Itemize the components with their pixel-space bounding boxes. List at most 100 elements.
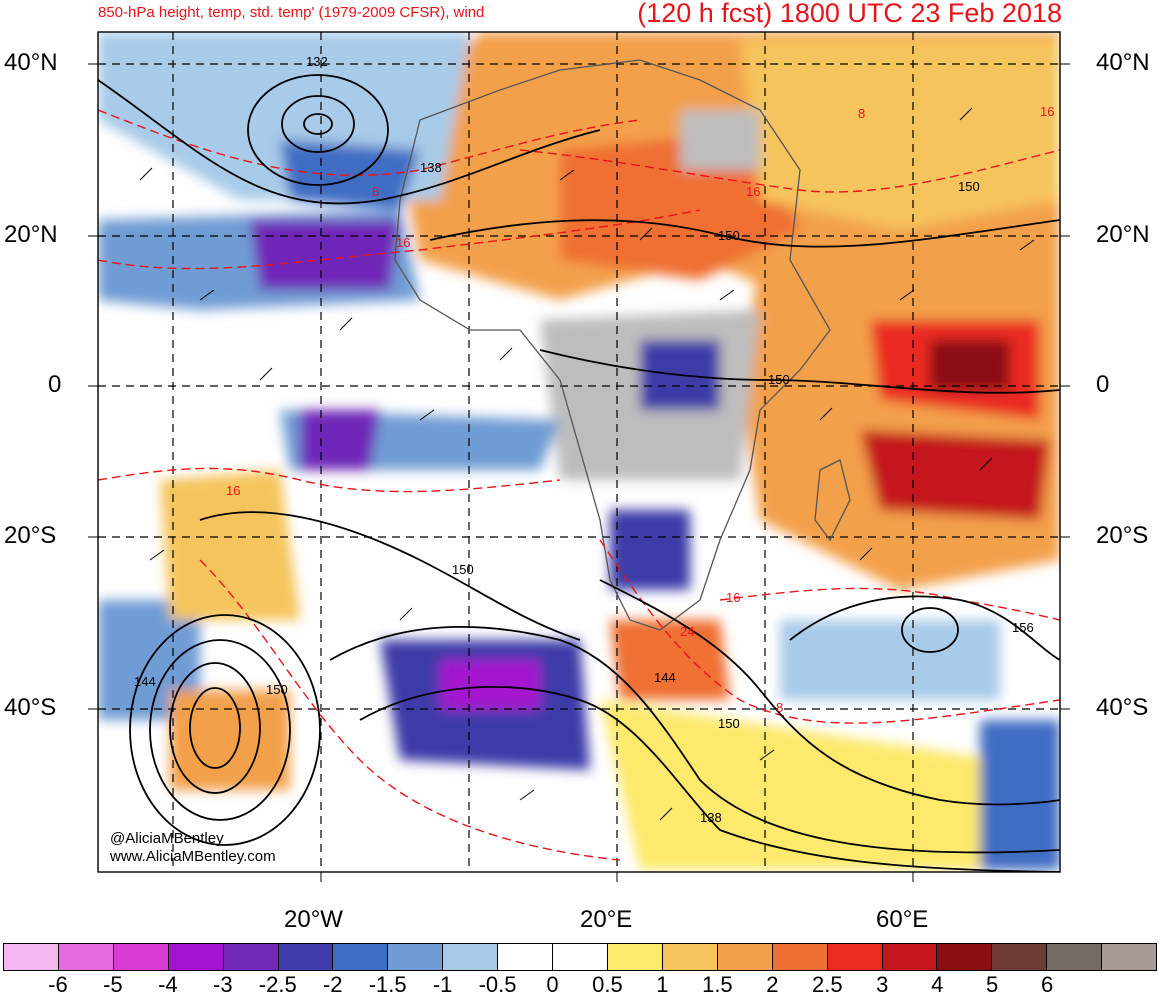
- height-label: 132: [306, 54, 328, 69]
- colorbar: [3, 943, 1157, 971]
- colorbar-swatch: [772, 944, 828, 970]
- colorbar-tick-label: -3: [213, 972, 233, 997]
- colorbar-tick-label: 2.5: [811, 972, 843, 997]
- lat-label-right: 20°N: [1096, 221, 1150, 248]
- colorbar-tick-label: -6: [48, 972, 68, 997]
- colorbar-tick-label: -2: [322, 972, 343, 997]
- lat-label-right: 40°N: [1096, 49, 1150, 76]
- credit-handle: @AliciaMBentley: [110, 830, 224, 847]
- map-border: [97, 31, 1061, 873]
- colorbar-swatch: [992, 944, 1048, 970]
- colorbar-swatch: [607, 944, 663, 970]
- height-contours: [98, 74, 1060, 872]
- temp-label: 16: [726, 590, 740, 605]
- temp-label: 8: [372, 184, 379, 199]
- height-label: 150: [718, 716, 740, 731]
- colorbar-swatch: [388, 944, 444, 970]
- colorbar-tick-label: -5: [103, 972, 123, 997]
- colorbar-swatch: [4, 944, 59, 970]
- anomaly-gray-egypt: [680, 110, 760, 170]
- colorbar-swatch: [223, 944, 279, 970]
- anomaly-warm-south-atlantic: [160, 470, 300, 620]
- colorbar-swatch: [58, 944, 114, 970]
- height-label: 156: [1012, 620, 1034, 635]
- colorbar-tick-label: 5: [986, 972, 999, 997]
- colorbar-tick-label: -1: [432, 972, 453, 997]
- colorbar-tick-label: 4: [931, 972, 944, 997]
- colorbar-swatch: [662, 944, 718, 970]
- height-label: 150: [958, 179, 980, 194]
- africa-coastline: [394, 59, 831, 631]
- height-label: 150: [452, 562, 474, 577]
- forecast-title: (120 h fcst) 1800 UTC 23 Feb 2018: [637, 0, 1062, 28]
- colorbar-swatch: [278, 944, 334, 970]
- colorbar-tick-label: -1.5: [368, 972, 407, 997]
- anomaly-hot-south-indian: [860, 430, 1050, 520]
- lon-label: 20°W: [284, 906, 343, 933]
- anomaly-cold-south-atlantic: [300, 410, 380, 470]
- madagascar-coastline: [814, 459, 851, 542]
- wind-barbs: [139, 107, 1035, 821]
- contour-labels: 132 138 150 150 150 150 144 150 144 150 …: [134, 54, 1054, 825]
- temp-label: 16: [1040, 104, 1054, 119]
- colorbar-swatch: [937, 944, 993, 970]
- lat-label-right: 20°S: [1096, 522, 1149, 549]
- anomaly-cold-southern-africa: [610, 510, 690, 590]
- anomaly-coldest-core: [440, 660, 540, 710]
- anomaly-cold-se: [980, 720, 1060, 870]
- colorbar-tick-label: -0.5: [478, 972, 517, 997]
- temp-label: 16: [396, 235, 410, 250]
- std-temp-contours: [98, 109, 1060, 861]
- anomaly-warm-mideast: [740, 40, 1060, 230]
- colorbar-tick-label: 2: [766, 972, 779, 997]
- colorbar-swatch: [717, 944, 773, 970]
- anomaly-warm-jet: [600, 700, 1000, 870]
- map-frame-content: 132 138 150 150 150 150 144 150 144 150 …: [98, 32, 1060, 872]
- height-label: 138: [700, 810, 722, 825]
- anomaly-cool-south-indian: [780, 620, 1000, 700]
- colorbar-swatch: [113, 944, 169, 970]
- colorbar-tick-label: -2.5: [258, 972, 297, 997]
- anomaly-cold-north-atlantic: [280, 140, 420, 210]
- height-label: 150: [768, 372, 790, 387]
- temp-label: 8: [776, 700, 783, 715]
- colorbar-tick-label: -4: [158, 972, 178, 997]
- colorbar-swatch: [168, 944, 224, 970]
- height-label: 144: [134, 674, 156, 689]
- lat-label-left: 20°N: [4, 221, 58, 248]
- colorbar-swatch: [1047, 944, 1103, 970]
- height-label: 150: [266, 682, 288, 697]
- colorbar-swatch: [443, 944, 499, 970]
- colorbar-swatch: [882, 944, 938, 970]
- temp-label: 8: [858, 106, 865, 121]
- lat-label-right: 40°S: [1096, 694, 1149, 721]
- anomaly-warm-agulhas: [610, 620, 730, 700]
- lat-label-left: 0: [48, 371, 62, 398]
- map-subtitle: 850-hPa height, temp, std. temp' (1979-2…: [98, 4, 485, 21]
- colorbar-tick-label: 1: [656, 972, 669, 997]
- lon-label: 20°E: [580, 906, 633, 933]
- height-label: 144: [654, 670, 676, 685]
- colorbar-tick-label: 0.5: [592, 972, 623, 997]
- temp-label: 16: [746, 184, 760, 199]
- anomaly-cold-core-west-africa: [250, 220, 400, 290]
- lat-label-left: 40°S: [4, 694, 57, 721]
- temp-label: 16: [226, 483, 240, 498]
- graticule: [98, 32, 1060, 872]
- colorbar-tick-label: 1.5: [702, 972, 733, 997]
- colorbar-swatch: [1102, 944, 1157, 970]
- height-label: 150: [718, 228, 740, 243]
- anomaly-warm-cyclone: [170, 690, 290, 790]
- height-label: 138: [420, 160, 442, 175]
- anomaly-max-core: [930, 340, 1010, 390]
- colorbar-swatch: [827, 944, 883, 970]
- lon-label: 60°E: [876, 906, 929, 933]
- lat-label-right: 0: [1096, 371, 1110, 398]
- lat-label-left: 40°N: [4, 49, 58, 76]
- colorbar-swatch: [498, 944, 554, 970]
- colorbar-tick-label: 6: [1040, 972, 1054, 997]
- credit-url: www.AliciaMBentley.com: [110, 848, 276, 865]
- colorbar-swatch: [553, 944, 608, 970]
- temp-label: 24: [680, 624, 694, 639]
